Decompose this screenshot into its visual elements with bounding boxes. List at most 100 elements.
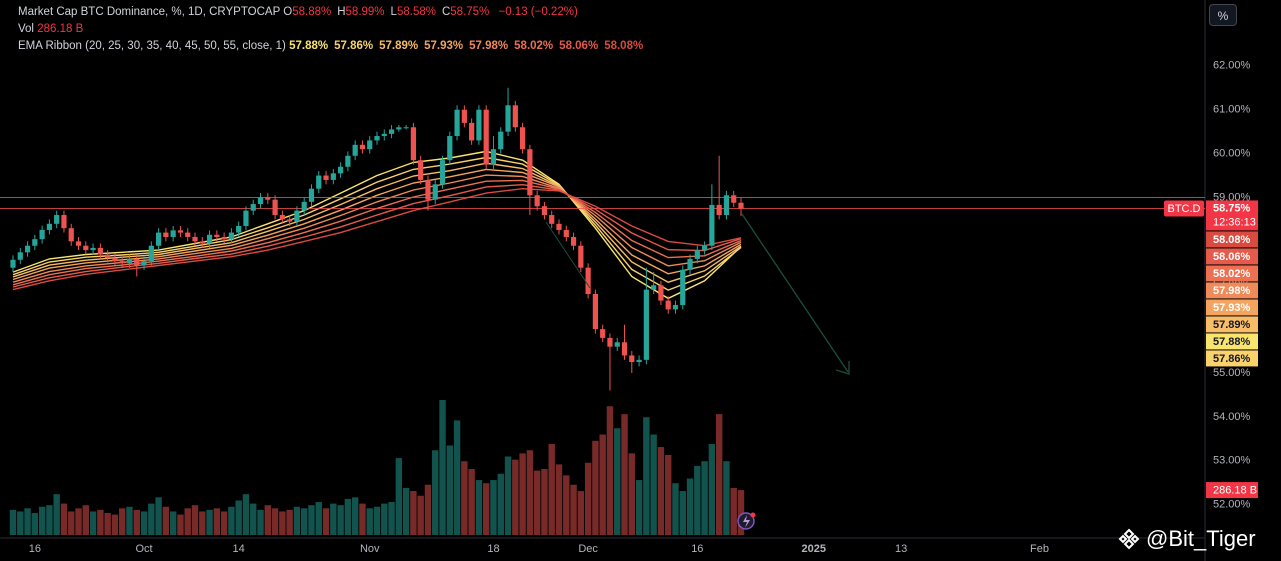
- x-tick-label: Oct: [135, 543, 152, 555]
- volume-bar: [599, 434, 606, 535]
- volume-bar: [133, 509, 140, 535]
- candle-body: [651, 285, 657, 290]
- candle-body: [24, 245, 31, 253]
- candle-body: [265, 197, 271, 200]
- volume-bar: [126, 506, 133, 535]
- candle-body: [738, 202, 744, 209]
- candle-body: [731, 195, 737, 203]
- volume-bar: [257, 509, 264, 535]
- volume-bar: [97, 509, 104, 535]
- candle-body: [665, 300, 671, 310]
- ohlc-value: 58.75%: [450, 6, 490, 18]
- candle-body: [585, 267, 591, 295]
- legend-symbol-row: Market Cap BTC Dominance, %, 1D, CRYPTOC…: [18, 4, 649, 21]
- candle-body: [418, 160, 424, 180]
- volume-bar: [694, 465, 701, 535]
- candle-body: [228, 232, 234, 240]
- volume-bar: [228, 506, 235, 535]
- volume-bar: [46, 505, 53, 535]
- candle-body: [323, 175, 329, 180]
- ema-badge-label: 57.98%: [1213, 285, 1251, 297]
- volume-bar: [548, 443, 555, 535]
- ribbon-value: 57.98%: [469, 40, 509, 52]
- candle-body: [257, 197, 264, 205]
- percent-scale-button[interactable]: %: [1209, 4, 1237, 26]
- candle-body: [199, 241, 205, 244]
- volume-title: Vol: [18, 23, 34, 35]
- candle-body: [156, 232, 162, 246]
- volume-bar: [555, 464, 563, 535]
- candle-body: [614, 342, 620, 347]
- ohlc-value: 58.99%: [345, 6, 385, 18]
- volume-bar: [271, 508, 279, 535]
- candle-body: [75, 241, 82, 246]
- trend-drawing: [545, 221, 591, 289]
- volume-bar: [169, 511, 177, 535]
- candle-body: [709, 204, 715, 246]
- volume-bar: [206, 509, 213, 535]
- ribbon-value: 57.86%: [334, 40, 374, 52]
- volume-bar: [533, 470, 541, 535]
- volume-bar: [402, 487, 410, 535]
- candle-body: [359, 144, 366, 150]
- volume-bar: [53, 494, 60, 535]
- volume-bar: [177, 514, 184, 535]
- candle-body: [32, 239, 38, 246]
- volume-bar: [242, 494, 250, 535]
- y-tick-label: 60.00%: [1213, 147, 1251, 159]
- candle-body: [381, 133, 387, 137]
- volume-bar: [715, 414, 723, 535]
- volume-bar: [563, 475, 570, 535]
- volume-bar: [410, 491, 417, 535]
- ema-line: [12, 162, 742, 283]
- time-axis: 16 Oct 14 Nov 18 Dec 16 2025 13 Feb: [29, 543, 1049, 555]
- candle-body: [505, 105, 511, 132]
- candle-body: [374, 136, 380, 141]
- volume-bar: [301, 508, 308, 535]
- candle-body: [221, 236, 227, 240]
- candle-body: [308, 188, 315, 202]
- ohlc-key: L: [390, 6, 397, 18]
- candles: [10, 87, 744, 391]
- volume-bar: [643, 417, 650, 535]
- candle-body: [570, 236, 577, 246]
- volume-bar: [38, 506, 46, 535]
- candle-body: [498, 131, 504, 150]
- candle-body: [250, 204, 256, 211]
- price-lines: [0, 196, 1205, 209]
- candle-body: [410, 127, 416, 161]
- volume-bar: [592, 440, 599, 535]
- volume-bar: [140, 511, 148, 535]
- volume-bar: [650, 434, 657, 535]
- volume-bar: [606, 406, 614, 535]
- candle-body: [46, 223, 52, 230]
- y-tick-label: 54.00%: [1213, 411, 1251, 423]
- candle-body: [170, 230, 176, 237]
- candle-body: [352, 144, 358, 156]
- ema-line: [12, 183, 742, 288]
- candle-body: [294, 210, 300, 222]
- candle-body: [403, 127, 409, 129]
- volume-bar: [432, 450, 439, 535]
- candle-body: [97, 247, 103, 255]
- volume-bar: [672, 483, 679, 535]
- ema-badge-label: 57.86%: [1213, 353, 1251, 365]
- y-tick-label: 59.00%: [1213, 191, 1251, 203]
- volume-bar: [439, 400, 446, 535]
- volume-bar: [293, 506, 301, 535]
- candle-body: [105, 254, 111, 259]
- candle-body: [425, 179, 431, 200]
- legend-ribbon-row: EMA Ribbon (20, 25, 30, 35, 40, 45, 50, …: [18, 38, 649, 55]
- ohlc-key: C: [441, 6, 451, 18]
- candle-body: [658, 285, 664, 301]
- ema-badge: [1206, 350, 1258, 367]
- volume-bar: [119, 508, 126, 535]
- change: −0.13 (−0.22%): [498, 6, 578, 18]
- watermark: @Bit_Tiger: [1118, 526, 1256, 552]
- volume-badge: [1206, 482, 1258, 499]
- candle-body: [694, 250, 700, 259]
- volume-bar: [417, 495, 424, 535]
- y-tick-label: 61.00%: [1213, 104, 1251, 116]
- forecast-arrow: [741, 213, 849, 373]
- ema-line: [12, 187, 742, 291]
